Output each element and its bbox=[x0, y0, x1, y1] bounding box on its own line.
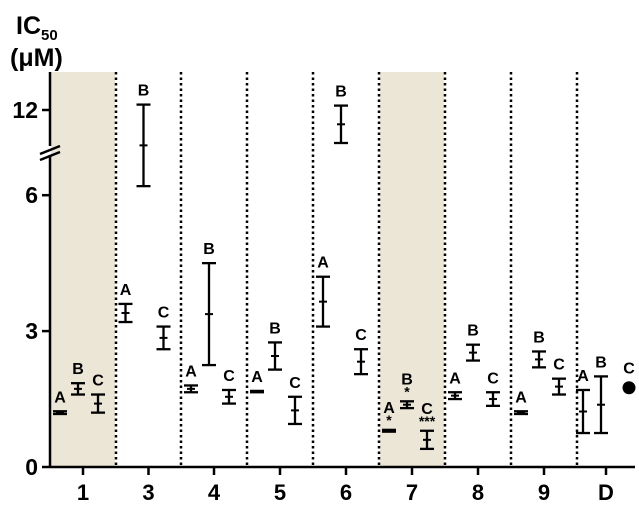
point-label: C bbox=[553, 357, 565, 374]
point-label: C bbox=[623, 361, 635, 378]
point-label: B bbox=[401, 371, 413, 388]
range-8-A bbox=[448, 391, 462, 401]
x-tick-label: 1 bbox=[77, 480, 89, 505]
y-tick-label: 0 bbox=[25, 454, 38, 480]
point-label: C bbox=[92, 373, 104, 390]
range-5-B bbox=[268, 341, 282, 371]
x-tick-label: 5 bbox=[274, 480, 286, 505]
range-3-B bbox=[136, 103, 151, 188]
range-5-C bbox=[288, 395, 302, 426]
point-label: A bbox=[120, 282, 132, 299]
point-label: A bbox=[54, 389, 66, 406]
y-ticks: 0 3 6 12 bbox=[12, 97, 50, 480]
point-label: A bbox=[515, 389, 527, 406]
point-label: C bbox=[355, 327, 367, 344]
range-5-A bbox=[250, 389, 264, 394]
y-axis-title: IC50 bbox=[16, 12, 58, 44]
range-7-C bbox=[420, 429, 434, 451]
y-axis-break-mark-2 bbox=[39, 150, 61, 162]
point-label: B bbox=[138, 83, 150, 100]
range-6-A bbox=[316, 275, 330, 328]
point-label: C bbox=[158, 305, 170, 322]
range-3-A bbox=[118, 302, 133, 324]
significance-label: * bbox=[404, 383, 410, 399]
range-8-C bbox=[486, 391, 500, 407]
point-label: A bbox=[383, 400, 395, 417]
range-9-B bbox=[532, 350, 546, 369]
range-1-B bbox=[71, 382, 85, 396]
y-tick-label: 12 bbox=[12, 97, 38, 123]
point-label: B bbox=[203, 241, 215, 258]
x-tick-label: D bbox=[598, 480, 614, 505]
significance-label: *** bbox=[419, 413, 436, 429]
range-8-B bbox=[466, 343, 480, 362]
range-4-B bbox=[202, 261, 216, 367]
y-tick-label: 3 bbox=[25, 318, 38, 344]
range-7-A bbox=[382, 428, 396, 433]
significance-label: * bbox=[386, 412, 392, 428]
range-4-A bbox=[184, 384, 198, 394]
point-label: B bbox=[72, 361, 84, 378]
group-separators bbox=[114, 72, 579, 467]
x-tick-label: 8 bbox=[472, 480, 484, 505]
x-ticks: 1 3 4 5 6 7 8 9 D bbox=[77, 467, 614, 505]
point-label: C bbox=[223, 368, 235, 385]
point-label: C bbox=[421, 401, 433, 418]
range-3-C bbox=[156, 325, 171, 351]
dot-D-C bbox=[622, 381, 636, 395]
point-label: B bbox=[595, 354, 607, 371]
range-D-A bbox=[576, 388, 590, 435]
range-D-B bbox=[594, 375, 608, 435]
x-tick-label: 3 bbox=[142, 480, 154, 505]
point-label: B bbox=[533, 329, 545, 346]
y-axis-unit: (μM) bbox=[10, 44, 63, 72]
point-label: A bbox=[577, 368, 589, 385]
range-6-B bbox=[334, 104, 348, 145]
range-6-C bbox=[354, 348, 368, 376]
x-tick-label: 6 bbox=[340, 480, 352, 505]
y-tick-label: 6 bbox=[25, 182, 38, 208]
point-label: A bbox=[185, 363, 197, 380]
point-label: A bbox=[449, 370, 461, 387]
range-7-B bbox=[400, 400, 414, 410]
y-axis-title-sub: 50 bbox=[41, 27, 58, 44]
point-label: A bbox=[251, 369, 263, 386]
range-9-A bbox=[514, 410, 528, 416]
point-label: C bbox=[487, 370, 499, 387]
range-4-C bbox=[222, 388, 236, 405]
range-1-C bbox=[91, 393, 105, 414]
y-axis-break-mark-1 bbox=[39, 144, 61, 156]
point-label: B bbox=[335, 84, 347, 101]
x-tick-label: 7 bbox=[406, 480, 418, 505]
axes bbox=[39, 72, 635, 469]
point-label: B bbox=[269, 320, 281, 337]
range-1-A bbox=[53, 410, 67, 416]
shaded-regions bbox=[51, 72, 444, 467]
point-label: B bbox=[467, 323, 479, 340]
point-label: C bbox=[289, 375, 301, 392]
shade-group-1 bbox=[51, 72, 115, 467]
x-tick-label: 9 bbox=[538, 480, 550, 505]
range-9-C bbox=[552, 377, 566, 396]
point-label: A bbox=[317, 255, 329, 272]
y-axis-title-main: IC bbox=[16, 12, 41, 40]
x-tick-label: 4 bbox=[208, 480, 221, 505]
